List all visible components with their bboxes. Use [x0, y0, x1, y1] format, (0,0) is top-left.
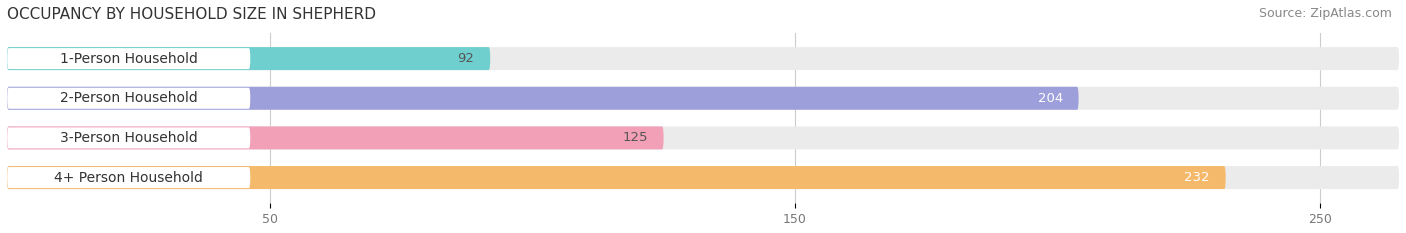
Text: 125: 125 [623, 131, 648, 144]
FancyBboxPatch shape [7, 166, 1399, 189]
Text: 4+ Person Household: 4+ Person Household [55, 171, 204, 185]
FancyBboxPatch shape [7, 87, 1078, 110]
FancyBboxPatch shape [7, 48, 250, 69]
Text: 204: 204 [1038, 92, 1063, 105]
FancyBboxPatch shape [7, 166, 1226, 189]
Text: 232: 232 [1184, 171, 1211, 184]
Text: 2-Person Household: 2-Person Household [60, 91, 198, 105]
Text: 92: 92 [457, 52, 474, 65]
Text: 3-Person Household: 3-Person Household [60, 131, 198, 145]
Text: 1-Person Household: 1-Person Household [60, 51, 198, 66]
FancyBboxPatch shape [7, 127, 250, 148]
FancyBboxPatch shape [7, 88, 250, 109]
Text: Source: ZipAtlas.com: Source: ZipAtlas.com [1258, 7, 1392, 20]
FancyBboxPatch shape [7, 127, 664, 149]
Text: OCCUPANCY BY HOUSEHOLD SIZE IN SHEPHERD: OCCUPANCY BY HOUSEHOLD SIZE IN SHEPHERD [7, 7, 375, 22]
FancyBboxPatch shape [7, 127, 1399, 149]
FancyBboxPatch shape [7, 87, 1399, 110]
FancyBboxPatch shape [7, 47, 491, 70]
FancyBboxPatch shape [7, 47, 1399, 70]
FancyBboxPatch shape [7, 167, 250, 188]
